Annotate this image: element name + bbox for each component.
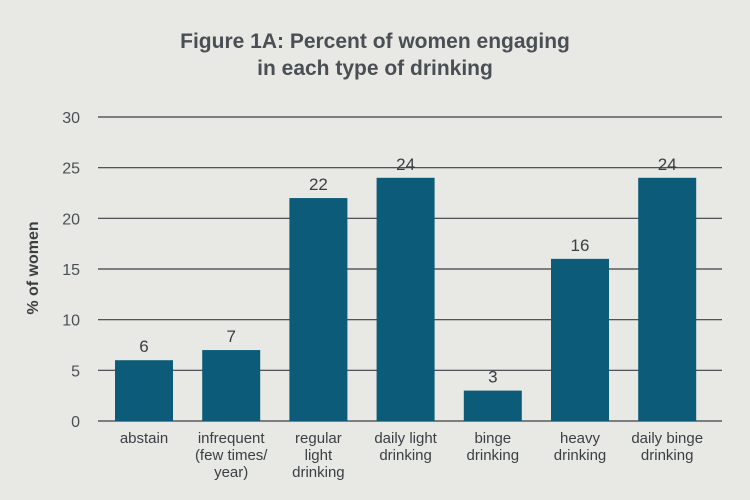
bar xyxy=(115,360,173,421)
y-axis-ticks: 0 5 10 15 20 25 30 xyxy=(62,110,80,431)
x-category-label-line: infrequent xyxy=(198,430,266,447)
x-category-label-line: year) xyxy=(214,464,248,481)
bar-value-label: 24 xyxy=(658,155,677,174)
y-tick-label: 20 xyxy=(62,211,80,228)
x-category-label: daily light drinking xyxy=(374,430,437,464)
x-category-label-line: daily light xyxy=(374,430,437,447)
x-category-label: binge drinking xyxy=(467,430,520,464)
x-category-label: infrequent (few times/year) xyxy=(195,430,268,481)
x-category-label-line: (few times/ xyxy=(195,447,268,464)
bar-value-label: 6 xyxy=(139,337,148,356)
bar xyxy=(289,198,348,421)
data-labels: 6 7 22 24 3 16 24 xyxy=(139,155,676,387)
x-category-label-line: drinking xyxy=(467,447,520,464)
bar xyxy=(551,258,609,421)
y-tick-label: 25 xyxy=(62,161,80,178)
y-tick-label: 30 xyxy=(62,110,80,127)
x-category-label-line: drinking xyxy=(292,464,345,481)
chart-title: Figure 1A: Percent of women engaging in … xyxy=(0,28,750,82)
x-category-label-line: drinking xyxy=(641,447,694,464)
x-category-label: abstain xyxy=(120,430,168,447)
x-category-label-line: binge xyxy=(474,430,511,447)
bar-value-label: 3 xyxy=(488,368,497,387)
x-category-label-line: abstain xyxy=(120,430,168,447)
x-category-label-line: regular xyxy=(295,430,342,447)
bar-value-label: 7 xyxy=(226,327,235,346)
x-category-label: daily binge drinking xyxy=(631,430,703,464)
bars xyxy=(115,177,697,421)
y-tick-label: 5 xyxy=(71,363,80,380)
bar xyxy=(638,177,697,421)
y-tick-label: 15 xyxy=(62,262,80,279)
bar xyxy=(376,177,435,421)
chart-title-line-2: in each type of drinking xyxy=(257,57,493,80)
y-tick-label: 10 xyxy=(62,313,80,330)
bar xyxy=(202,350,261,421)
bar-value-label: 24 xyxy=(396,155,415,174)
bar-value-label: 16 xyxy=(571,236,590,255)
x-category-label-line: heavy xyxy=(560,430,601,447)
bar-value-label: 22 xyxy=(309,175,328,194)
chart-title-line-1: Figure 1A: Percent of women engaging xyxy=(180,30,570,53)
gridlines xyxy=(98,116,722,422)
x-axis-category-labels: abstain infrequent (few times/year) regular… xyxy=(120,430,703,481)
x-category-label-line: drinking xyxy=(554,447,607,464)
x-category-label-line: light xyxy=(305,447,333,464)
x-category-label: regular light drinking xyxy=(292,430,345,481)
bar xyxy=(463,390,522,421)
y-axis-label: % of women xyxy=(25,221,42,314)
x-category-label: heavy drinking xyxy=(554,430,607,464)
y-tick-label: 0 xyxy=(71,414,80,431)
x-category-label-line: drinking xyxy=(379,447,432,464)
x-category-label-line: daily binge xyxy=(631,430,703,447)
